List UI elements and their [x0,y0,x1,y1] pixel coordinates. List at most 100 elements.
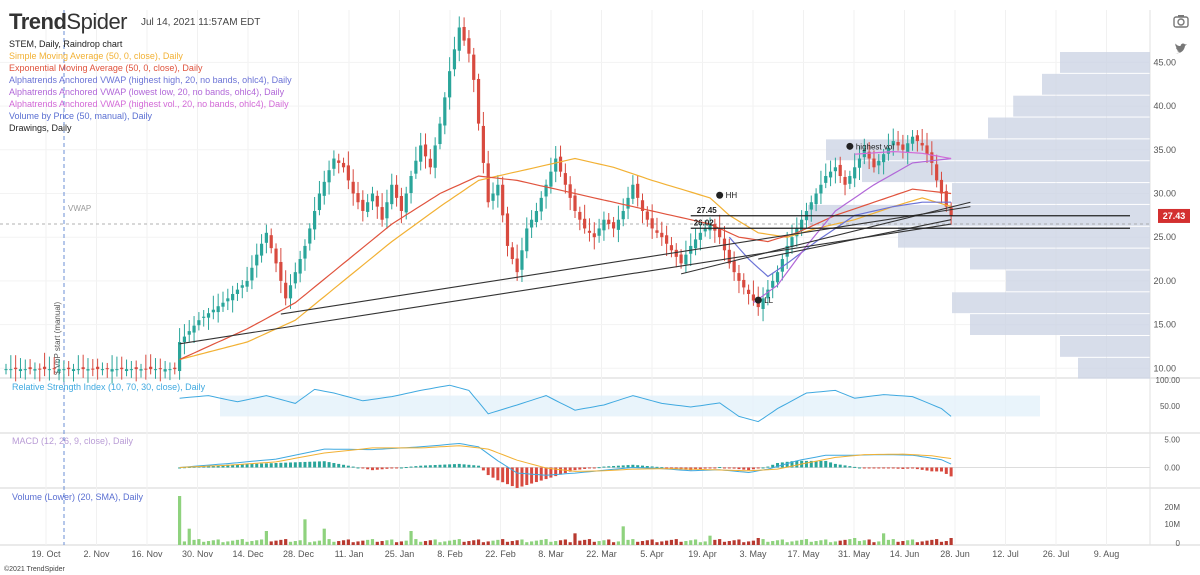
candle-body [120,367,124,370]
candle-body [727,249,731,264]
macd-histogram-bar [944,467,948,474]
legend-item-ema[interactable]: Exponential Moving Average (50, 0, close… [9,63,203,73]
macd-histogram-bar [592,467,596,469]
legend-item-vbp[interactable]: Volume by Price (50, manual), Daily [9,111,153,121]
last-price-label: 27.43 [1163,211,1186,221]
volume-bar [337,541,341,545]
candle-body [780,259,784,272]
macd-histogram-bar [848,466,852,468]
volume-bar [746,541,751,545]
candle-body [317,193,322,211]
volume-bar [684,541,688,545]
volume-bar [703,541,707,545]
candle-body [269,235,273,249]
candle-body [761,298,765,309]
candle-body [279,261,283,281]
candle-body [100,369,105,371]
candle-body [684,254,688,265]
volume-bar [346,539,350,545]
macd-histogram-bar [867,467,871,469]
macd-histogram-bar [486,467,490,476]
candle-body [867,151,871,159]
macd-histogram-bar [906,467,910,469]
volume-bar [231,540,235,545]
candle-body [327,170,331,183]
volume-bar [250,541,254,545]
macd-histogram-bar [303,461,307,468]
volume-label[interactable]: Volume (Lower) (20, SMA), Daily [12,492,144,502]
candle-body [814,193,818,205]
x-tick-label: 9. Aug [1094,549,1120,559]
macd-histogram-bar [207,465,211,468]
last-price-badge [1158,208,1190,223]
macd-label[interactable]: MACD (12, 26, 9, close), Daily [12,436,134,446]
candle-body [115,369,119,371]
legend-item-vwap-ll[interactable]: Alphatrends Anchored VWAP (lowest low, 2… [9,87,285,97]
macd-histogram-bar [838,464,842,468]
volume-bar [404,540,408,545]
macd-histogram-bar [891,467,895,469]
volume-bar [771,541,775,545]
vbp-bar [1042,73,1150,95]
volume-bar [501,539,505,545]
macd-histogram-bar [361,467,365,469]
volume-bar [438,542,442,545]
volume-bar [554,541,558,545]
candle-body [698,232,702,240]
volume-bar [862,540,866,545]
volume-bar [356,541,360,545]
volume-bar [409,531,413,545]
volume-bar [341,540,346,545]
volume-bar [814,541,818,545]
legend-item-drawings[interactable]: Drawings, Daily [9,123,72,133]
volume-bar [626,539,630,545]
candle-body [14,367,18,370]
volume-bar [891,539,895,545]
volume-bar [578,540,582,545]
macd-histogram-bar [385,467,389,469]
macd-histogram-bar [438,464,442,468]
candle-body [877,160,881,166]
volume-bar [607,539,611,545]
macd-histogram-bar [645,466,649,468]
volume-bar [645,540,649,545]
macd-histogram-bar [737,467,741,470]
candle-body [824,176,828,183]
legend-item-vwap-hv[interactable]: Alphatrends Anchored VWAP (highest vol.,… [9,99,289,109]
legend-item-vwap-hh[interactable]: Alphatrends Anchored VWAP (highest high,… [9,75,292,85]
candle-body [139,369,143,371]
volume-bar [322,528,326,545]
x-tick-label: 19. Apr [688,549,717,559]
vbp-bar [898,226,1150,248]
candle-body [202,316,206,318]
volume-bar [915,542,919,545]
candle-body [930,152,934,163]
candle-body [399,195,404,211]
candle-body [433,145,437,168]
volume-bar [727,541,731,545]
candle-body [848,176,852,184]
ema-line [179,175,952,361]
camera-icon[interactable] [1172,12,1190,30]
volume-bar [298,540,302,545]
volume-bar [505,541,510,545]
volume-bar [828,542,833,545]
macd-histogram-bar [641,465,645,468]
rsi-label[interactable]: Relative Strength Index (10, 70, 30, clo… [12,382,206,392]
y-tick-label: 40.00 [1153,101,1176,111]
indicator-legend: STEM, Daily, Raindrop chart Simple Movin… [9,38,292,134]
candle-body [57,369,61,372]
macd-histogram-bar [510,467,514,487]
macd-histogram-bar [279,462,283,468]
rsi-tick-label: 50.00 [1160,402,1181,411]
legend-item-sma[interactable]: Simple Moving Average (50, 0, close), Da… [9,51,183,61]
brand-light: Spider [66,9,127,34]
legend-item-symbol[interactable]: STEM, Daily, Raindrop chart [9,39,123,49]
twitter-icon[interactable] [1172,40,1190,58]
x-tick-label: 26. Jul [1043,549,1070,559]
level-label: 26.02 [694,218,715,227]
candle-body [216,306,220,313]
macd-signal-line [179,445,952,472]
candle-body [76,369,80,371]
candle-body [313,210,317,230]
